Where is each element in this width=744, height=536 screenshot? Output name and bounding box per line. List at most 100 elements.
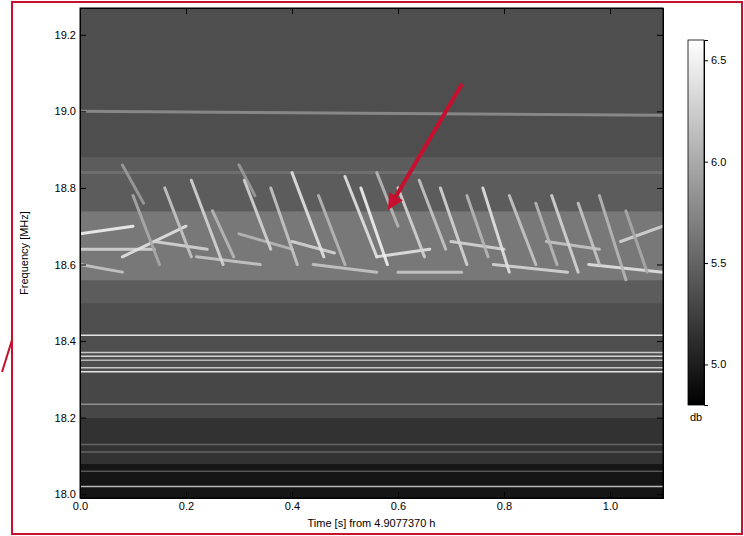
background bbox=[0, 0, 744, 536]
heatmap-cell bbox=[80, 157, 663, 211]
tick bbox=[292, 8, 293, 14]
tick-mark bbox=[80, 111, 86, 112]
interference-line bbox=[80, 451, 663, 453]
annotation-arrow bbox=[392, 84, 462, 203]
tick bbox=[398, 8, 399, 14]
burst bbox=[271, 188, 298, 265]
tick bbox=[657, 111, 663, 112]
tick: 1.0 bbox=[603, 492, 618, 512]
tick-mark bbox=[657, 35, 663, 36]
axis-line bbox=[81, 9, 87, 499]
y-axis-title: Frequency [MHz] bbox=[18, 211, 30, 295]
tick bbox=[657, 35, 663, 36]
burst bbox=[133, 196, 160, 265]
tick-label: 6.5 bbox=[711, 54, 726, 66]
tick-mark bbox=[292, 492, 293, 498]
tick: 18.4 bbox=[55, 335, 86, 347]
tick-label: 18.2 bbox=[55, 412, 76, 424]
tick-mark bbox=[657, 111, 663, 112]
heatmap-cell bbox=[80, 303, 663, 372]
plot-area bbox=[80, 8, 663, 498]
tick bbox=[657, 264, 663, 265]
chart: 0.00.20.40.60.81.018.018.218.418.618.819… bbox=[0, 0, 744, 536]
tick: 19.2 bbox=[55, 29, 86, 41]
tick-label: 0.4 bbox=[285, 500, 300, 512]
tick-mark bbox=[704, 162, 708, 163]
burst bbox=[398, 188, 425, 257]
tick-mark bbox=[80, 494, 86, 495]
tick-label: 6.0 bbox=[711, 156, 726, 168]
tick bbox=[186, 8, 187, 14]
tick-label: 19.2 bbox=[55, 29, 76, 41]
colorbar-axis: 5.0 5.5 6.0 6.5 bbox=[704, 41, 726, 406]
burst bbox=[626, 211, 647, 272]
burst bbox=[398, 271, 462, 274]
tick-mark bbox=[704, 263, 708, 264]
interference-line bbox=[80, 367, 663, 369]
burst bbox=[536, 203, 557, 264]
x-axis: 0.00.20.40.60.81.0 bbox=[73, 492, 664, 512]
interference-line bbox=[80, 403, 663, 405]
tick-label: 0.2 bbox=[179, 500, 194, 512]
tick-mark bbox=[80, 341, 86, 342]
burst bbox=[292, 173, 324, 257]
tick-mark bbox=[398, 8, 399, 14]
x-axis-top bbox=[81, 8, 664, 14]
tick-label: 5.0 bbox=[711, 358, 726, 370]
tick-label: 18.0 bbox=[55, 488, 76, 500]
burst bbox=[154, 242, 207, 250]
tick-mark bbox=[657, 418, 663, 419]
tick-label: 0.0 bbox=[73, 500, 88, 512]
plot-frame bbox=[80, 8, 663, 498]
annotation-frame bbox=[12, 2, 742, 534]
tick-label: 19.0 bbox=[55, 105, 76, 117]
tick bbox=[657, 341, 663, 342]
tick: 0.6 bbox=[391, 492, 406, 512]
burst bbox=[483, 188, 510, 272]
tick: 6.5 bbox=[704, 54, 726, 66]
tick-mark bbox=[504, 492, 505, 498]
y-axis: 18.0 18.2 18.4 18.6 18.8 19.0 19.2 bbox=[55, 9, 86, 501]
tick: 19.0 bbox=[55, 105, 86, 117]
burst bbox=[552, 196, 579, 273]
tick-label: 18.6 bbox=[55, 259, 76, 271]
tick: 18.8 bbox=[55, 182, 86, 194]
heatmap-cell bbox=[80, 418, 663, 464]
tick-mark bbox=[704, 60, 708, 61]
axis-line bbox=[705, 41, 709, 406]
interference-line bbox=[80, 359, 663, 361]
burst bbox=[578, 203, 599, 264]
burst bbox=[80, 171, 663, 174]
interference-line bbox=[80, 486, 663, 488]
tick: 18.6 bbox=[55, 259, 86, 271]
burst bbox=[509, 196, 536, 265]
tick-label: 0.6 bbox=[391, 500, 406, 512]
tick bbox=[657, 494, 663, 495]
colorbar-title: db bbox=[690, 411, 702, 423]
tick: 5.0 bbox=[704, 358, 726, 370]
colorbar bbox=[688, 40, 704, 405]
tick-mark bbox=[186, 8, 187, 14]
tick: 6.0 bbox=[704, 156, 726, 168]
tick bbox=[657, 188, 663, 189]
burst bbox=[165, 188, 192, 257]
tick-label: 18.8 bbox=[55, 182, 76, 194]
burst bbox=[467, 196, 488, 257]
tick-mark bbox=[704, 364, 708, 365]
interference-line bbox=[80, 335, 663, 337]
tick: 5.5 bbox=[704, 257, 726, 269]
burst bbox=[361, 188, 388, 265]
tick-label: 1.0 bbox=[603, 500, 618, 512]
tick-mark bbox=[657, 341, 663, 342]
burst bbox=[197, 257, 261, 265]
burst bbox=[319, 196, 346, 265]
tick-mark bbox=[292, 8, 293, 14]
x-axis-title: Time [s] from 4.9077370 h bbox=[308, 517, 436, 529]
burst bbox=[80, 226, 133, 234]
burst bbox=[213, 211, 234, 257]
interference-line bbox=[80, 371, 663, 373]
tick-mark bbox=[80, 188, 86, 189]
burst bbox=[244, 180, 270, 249]
tick-mark bbox=[398, 492, 399, 498]
interference-line bbox=[80, 352, 663, 354]
